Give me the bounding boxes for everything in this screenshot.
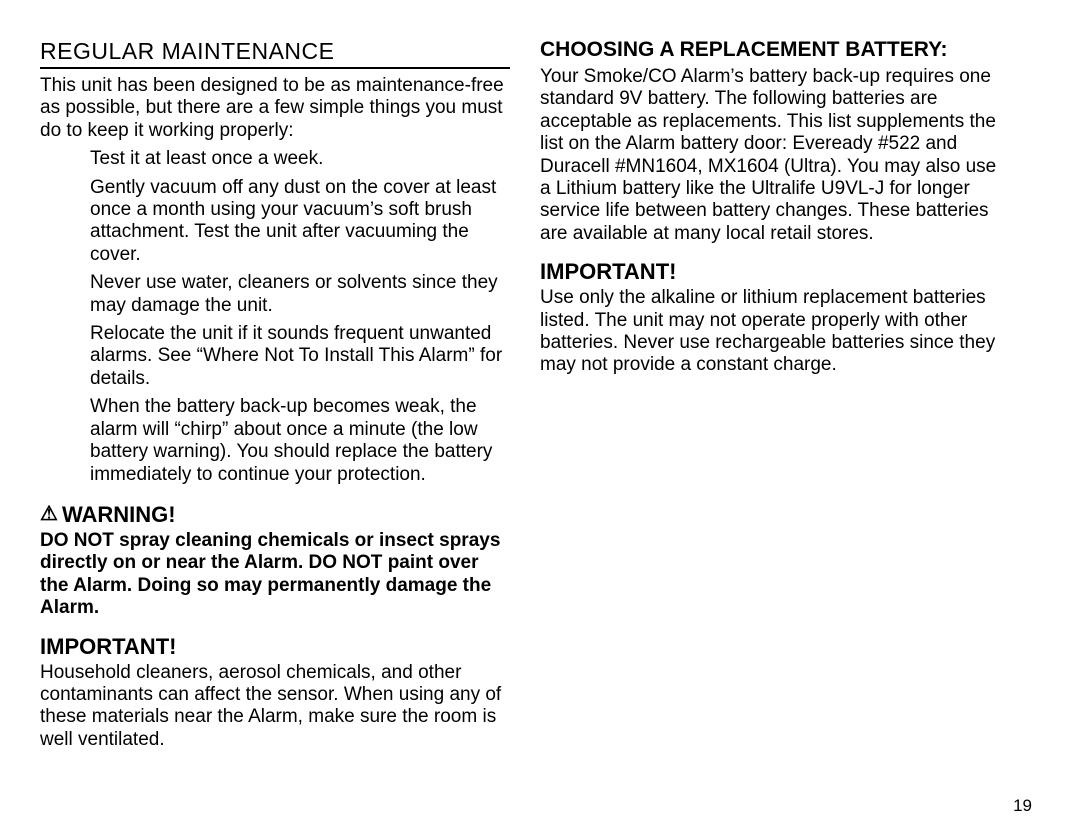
warning-triangle-icon: ⚠: [40, 501, 58, 526]
section-heading-maintenance: REGULAR MAINTENANCE: [40, 38, 510, 69]
list-item: Gently vacuum off any dust on the cover …: [90, 177, 510, 267]
maintenance-bullet-list: Test it at least once a week. Gently vac…: [40, 148, 510, 486]
list-item: Test it at least once a week.: [90, 148, 510, 170]
warning-label-text: WARNING!: [62, 502, 176, 528]
list-item: When the battery back-up becomes weak, t…: [90, 396, 510, 486]
warning-heading: ⚠ WARNING!: [40, 502, 510, 528]
important-heading-left: IMPORTANT!: [40, 634, 510, 660]
list-item: Relocate the unit if it sounds frequent …: [90, 323, 510, 390]
right-column: CHOOSING A REPLACEMENT BATTERY: Your Smo…: [540, 38, 1010, 814]
manual-page: REGULAR MAINTENANCE This unit has been d…: [0, 0, 1080, 834]
left-column: REGULAR MAINTENANCE This unit has been d…: [40, 38, 510, 814]
page-number: 19: [1013, 796, 1032, 816]
important-heading-right: IMPORTANT!: [540, 259, 1010, 285]
warning-body-text: DO NOT spray cleaning chemicals or insec…: [40, 530, 510, 620]
section-heading-battery: CHOOSING A REPLACEMENT BATTERY:: [540, 38, 1010, 62]
battery-body-text: Your Smoke/CO Alarm’s battery back-up re…: [540, 66, 1010, 245]
maintenance-intro: This unit has been designed to be as mai…: [40, 75, 510, 142]
list-item: Never use water, cleaners or solvents si…: [90, 272, 510, 317]
important-body-right: Use only the alkaline or lithium replace…: [540, 287, 1010, 377]
important-body-left: Household cleaners, aerosol chemicals, a…: [40, 662, 510, 752]
